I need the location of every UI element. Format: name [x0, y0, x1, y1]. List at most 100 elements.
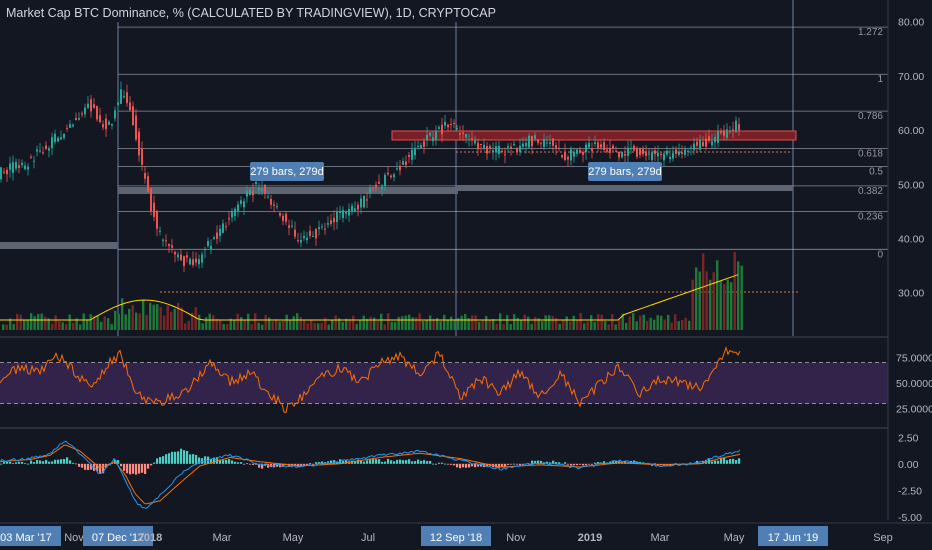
candle — [294, 229, 296, 237]
candle — [21, 162, 23, 166]
candle — [354, 208, 356, 211]
candle — [204, 248, 206, 251]
volume-bar — [733, 252, 736, 330]
candle — [489, 146, 491, 149]
candle — [639, 148, 641, 155]
macd-hist-bar — [441, 462, 444, 464]
volume-bar — [541, 321, 544, 330]
volume-bar — [719, 281, 722, 330]
volume-bar — [254, 313, 257, 330]
candle — [486, 146, 488, 154]
volume-bar — [44, 316, 47, 330]
time-label-7: 12 Sep '18 — [430, 532, 482, 544]
volume-bar — [418, 313, 421, 330]
candle — [384, 174, 386, 186]
candle — [114, 110, 116, 119]
macd-hist-bar — [594, 462, 597, 464]
range-bar-0 — [0, 242, 118, 249]
volume-bar — [632, 313, 635, 330]
macd-hist-bar — [432, 463, 435, 465]
volume-bar — [166, 305, 169, 330]
candle — [408, 154, 410, 157]
candle — [225, 226, 227, 228]
macd-hist-bar — [459, 463, 462, 469]
candle — [432, 137, 434, 142]
macd-hist-bar — [357, 459, 360, 464]
volume-bar — [565, 316, 568, 330]
volume-bar — [2, 324, 5, 330]
volume-bar — [268, 317, 271, 330]
volume-bar — [387, 313, 390, 330]
macd-hist-bar — [21, 461, 24, 464]
macd-panel[interactable] — [0, 440, 741, 509]
candle — [177, 254, 179, 258]
macd-hist-bar — [255, 463, 258, 465]
macd-hist-bar — [519, 463, 522, 466]
candle — [678, 151, 680, 155]
macd-hist-bar — [45, 459, 48, 464]
candle — [615, 150, 617, 152]
macd-hist-bar — [612, 460, 615, 464]
macd-hist-bar — [42, 461, 45, 464]
volume-bar — [600, 314, 603, 330]
volume-bar — [380, 313, 383, 330]
candle — [636, 148, 638, 157]
volume-bar — [222, 324, 225, 330]
volume-bar — [114, 310, 117, 330]
volume-bar — [131, 305, 134, 330]
macd-hist-bar — [516, 463, 519, 465]
rsi-panel[interactable] — [0, 346, 888, 414]
candle — [633, 145, 635, 151]
macd-hist-bar — [537, 460, 540, 464]
macd-hist-bar — [66, 457, 69, 464]
macd-hist-bar — [261, 463, 264, 469]
volume-bar — [712, 272, 715, 330]
macd-hist-bar — [162, 456, 165, 464]
macd-hist-bar — [399, 459, 402, 464]
macd-hist-bar — [477, 463, 480, 467]
volume-bar — [299, 316, 302, 330]
candle — [642, 149, 644, 155]
macd-hist-bar — [435, 463, 438, 465]
range-label-bg-1 — [588, 162, 662, 181]
volume-bar — [471, 315, 474, 330]
candle — [207, 240, 209, 247]
time-label-12: 17 Jun '19 — [768, 532, 818, 544]
macd-hist-bar — [33, 462, 36, 464]
candle — [375, 184, 377, 188]
macd-hist-bar — [72, 462, 75, 464]
volume-bar — [184, 323, 187, 330]
candle — [399, 165, 401, 171]
volume-bar — [226, 324, 229, 330]
candle — [252, 191, 254, 196]
volume-bar — [250, 324, 253, 330]
volume-bar — [523, 314, 526, 330]
macd-hist-bar — [177, 451, 180, 464]
candle — [72, 124, 74, 127]
candle — [627, 147, 629, 156]
macd-hist-bar — [84, 463, 87, 470]
candle — [81, 113, 83, 115]
candle — [564, 151, 566, 161]
candle — [495, 146, 497, 153]
volume-bar — [562, 320, 565, 330]
candle — [597, 142, 599, 148]
fib-label-8: 0 — [877, 249, 883, 260]
volume-bar — [572, 315, 575, 330]
range-label-bg-0 — [250, 162, 324, 181]
macd-hist-bar — [330, 460, 333, 464]
candle — [297, 239, 299, 241]
volume-bar — [219, 320, 222, 330]
volume-bar — [324, 317, 327, 330]
candle — [528, 135, 530, 148]
candle — [465, 134, 467, 138]
macd-hist-bar — [450, 463, 453, 465]
candle — [300, 240, 302, 243]
macd-hist-bar — [114, 459, 117, 464]
volume-bar — [121, 298, 124, 330]
macd-hist-bar — [369, 459, 372, 464]
candle — [624, 153, 626, 156]
macd-hist-bar — [564, 462, 567, 464]
